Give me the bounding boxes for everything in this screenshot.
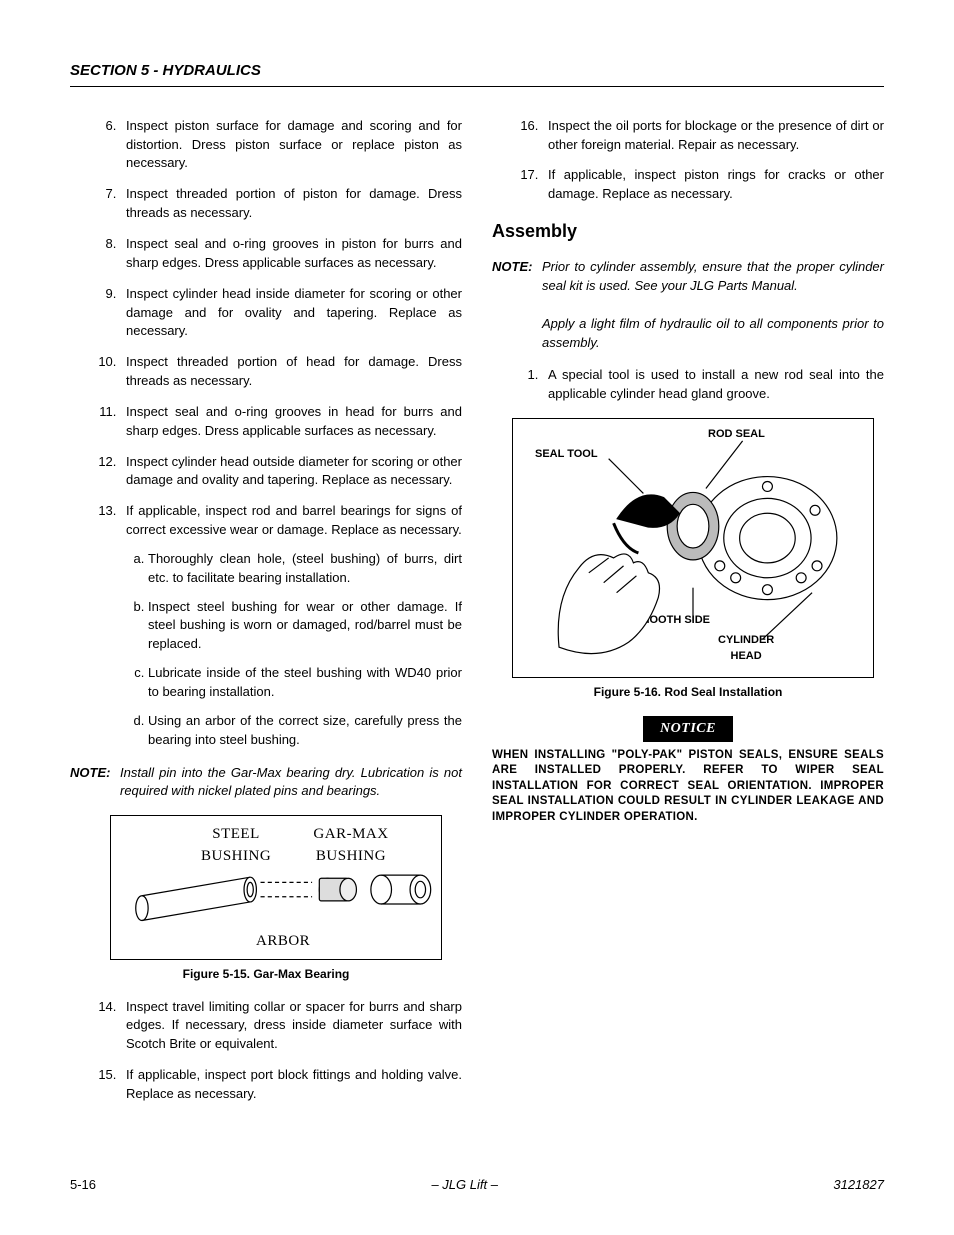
footer-docnum: 3121827 bbox=[833, 1176, 884, 1195]
section-header: SECTION 5 - HYDRAULICS bbox=[70, 60, 884, 87]
list-item: Inspect travel limiting collar or spacer… bbox=[120, 998, 462, 1055]
sublist-item: Using an arbor of the correct size, care… bbox=[148, 712, 462, 750]
list-item: Inspect seal and o-ring grooves in pisto… bbox=[120, 235, 462, 273]
sublist-item: Inspect steel bushing for wear or other … bbox=[148, 598, 462, 655]
sublist: Thoroughly clean hole, (steel bushing) o… bbox=[126, 550, 462, 750]
figure-caption: Figure 5-15. Gar-Max Bearing bbox=[70, 966, 462, 983]
inspection-list: Inspect piston surface for damage and sc… bbox=[70, 117, 462, 750]
sublist-item: Thoroughly clean hole, (steel bushing) o… bbox=[148, 550, 462, 588]
list-item: Inspect threaded portion of piston for d… bbox=[120, 185, 462, 223]
list-item: Inspect threaded portion of head for dam… bbox=[120, 353, 462, 391]
list-item: A special tool is used to install a new … bbox=[542, 366, 884, 404]
right-column: Inspect the oil ports for blockage or th… bbox=[492, 117, 884, 1116]
sublist-item: Lubricate inside of the steel bushing wi… bbox=[148, 664, 462, 702]
figure-caption: Figure 5-16. Rod Seal Installation bbox=[492, 684, 884, 701]
list-item: If applicable, inspect rod and barrel be… bbox=[120, 502, 462, 749]
assembly-list: A special tool is used to install a new … bbox=[492, 366, 884, 404]
list-item: Inspect seal and o-ring grooves in head … bbox=[120, 403, 462, 441]
footer-brand: – JLG Lift – bbox=[431, 1176, 497, 1195]
note-text: Prior to cylinder assembly, ensure that … bbox=[542, 258, 884, 352]
inspection-list-cont: Inspect travel limiting collar or spacer… bbox=[70, 998, 462, 1104]
list-item: If applicable, inspect port block fittin… bbox=[120, 1066, 462, 1104]
note-text: Install pin into the Gar-Max bearing dry… bbox=[120, 764, 462, 802]
assembly-heading: Assembly bbox=[492, 218, 884, 244]
note: NOTE: Prior to cylinder assembly, ensure… bbox=[492, 258, 884, 352]
list-item: If applicable, inspect piston rings for … bbox=[542, 166, 884, 204]
figure-5-16: SEAL TOOL ROD SEAL SMOOTH SIDE CYLINDERH… bbox=[512, 418, 874, 678]
page-number: 5-16 bbox=[70, 1176, 96, 1195]
rod-seal-diagram bbox=[513, 419, 873, 677]
list-item: Inspect piston surface for damage and sc… bbox=[120, 117, 462, 174]
inspection-list-right: Inspect the oil ports for blockage or th… bbox=[492, 117, 884, 204]
list-item: Inspect cylinder head outside diameter f… bbox=[120, 453, 462, 491]
page-footer: 5-16 – JLG Lift – 3121827 bbox=[70, 1176, 884, 1195]
left-column: Inspect piston surface for damage and sc… bbox=[70, 117, 462, 1116]
list-item-text: If applicable, inspect rod and barrel be… bbox=[126, 503, 462, 537]
list-item: Inspect the oil ports for blockage or th… bbox=[542, 117, 884, 155]
content-columns: Inspect piston surface for damage and sc… bbox=[70, 117, 884, 1116]
note-label: NOTE: bbox=[70, 764, 120, 802]
notice-text: WHEN INSTALLING "POLY-PAK" PISTON SEALS,… bbox=[492, 748, 884, 826]
notice-badge: NOTICE bbox=[643, 716, 733, 742]
note: NOTE: Install pin into the Gar-Max beari… bbox=[70, 764, 462, 802]
bearing-diagram bbox=[111, 816, 441, 959]
figure-5-15: SteelBushing Gar-MaxBushing Arbor bbox=[110, 815, 442, 960]
note-label: NOTE: bbox=[492, 258, 542, 352]
list-item: Inspect cylinder head inside diameter fo… bbox=[120, 285, 462, 342]
